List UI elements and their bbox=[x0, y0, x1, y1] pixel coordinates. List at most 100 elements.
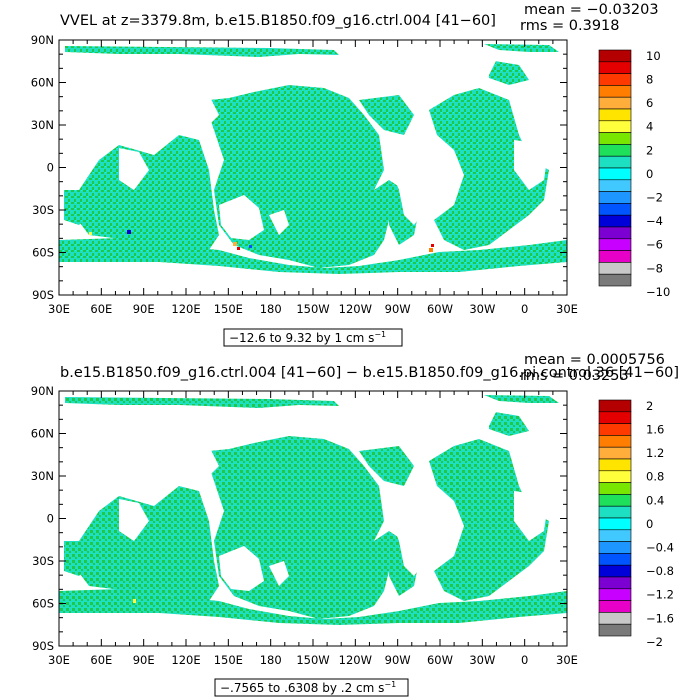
colorbar-label: −0.8 bbox=[646, 564, 674, 578]
lat-label: 90S bbox=[32, 639, 54, 653]
colorbar-swatch bbox=[598, 458, 632, 472]
lat-label: 0 bbox=[47, 161, 54, 175]
colorbar-label: 10 bbox=[646, 49, 661, 63]
colorbar-swatch bbox=[598, 132, 632, 145]
colorbar-swatch bbox=[598, 273, 632, 287]
lon-label: 30E bbox=[556, 302, 578, 316]
colorbar-swatch bbox=[598, 238, 632, 251]
panel-1-range-label: −12.6 to 9.32 by 1 cm s−1 bbox=[229, 330, 386, 345]
colorbar-label: 6 bbox=[646, 96, 653, 110]
colorbar-swatch bbox=[598, 564, 632, 578]
colorbar-swatch bbox=[598, 85, 632, 98]
colorbar-swatch bbox=[598, 588, 632, 601]
lon-label: 150W bbox=[296, 653, 329, 667]
colorbar-swatch bbox=[598, 600, 632, 613]
colorbar-swatch bbox=[598, 214, 632, 228]
colorbar-label: 2 bbox=[646, 399, 653, 413]
lat-label: 30N bbox=[31, 469, 54, 483]
colorbar-swatch bbox=[598, 144, 632, 157]
panel-2-range-box bbox=[214, 678, 409, 697]
colorbar-swatch bbox=[598, 470, 632, 483]
lon-label: 30W bbox=[469, 653, 495, 667]
colorbar-swatch bbox=[598, 446, 632, 460]
colorbar-swatch bbox=[598, 203, 632, 216]
colorbar-swatch bbox=[598, 623, 632, 637]
lon-label: 30E bbox=[48, 653, 70, 667]
panel-1-colorbar: 10 8 6 4 2 0 −2 −4 −6 −8 −10 bbox=[598, 49, 670, 299]
colorbar-swatch bbox=[598, 61, 632, 74]
colorbar-label: 1.2 bbox=[646, 446, 664, 460]
colorbar-swatch bbox=[598, 517, 632, 531]
colorbar-label: −2 bbox=[646, 191, 663, 205]
lat-label: 30S bbox=[32, 203, 54, 217]
colorbar-label: 0 bbox=[646, 167, 653, 181]
colorbar-swatch bbox=[598, 482, 632, 495]
lon-label: 180 bbox=[260, 302, 282, 316]
lat-label: 60N bbox=[31, 76, 54, 90]
colorbar-swatch bbox=[598, 191, 632, 204]
colorbar-label: 4 bbox=[646, 120, 653, 134]
lon-label: 120W bbox=[339, 302, 372, 316]
colorbar-swatch bbox=[598, 108, 632, 122]
lon-label: 0 bbox=[521, 302, 528, 316]
colorbar-swatch bbox=[598, 250, 632, 263]
colorbar-swatch bbox=[598, 576, 632, 590]
lon-label: 30E bbox=[556, 653, 578, 667]
colorbar-label: 0.4 bbox=[646, 493, 664, 507]
colorbar-swatch bbox=[598, 179, 632, 192]
panel-2-mean: mean = 0.0005756 bbox=[524, 352, 665, 368]
colorbar-swatch bbox=[598, 423, 632, 436]
panel-2-title: b.e15.B1850.f09_g16.ctrl.004 [41−60] − b… bbox=[60, 365, 679, 381]
lon-label: 150E bbox=[214, 302, 243, 316]
lat-label: 60N bbox=[31, 427, 54, 441]
lon-label: 60W bbox=[427, 302, 453, 316]
panel-2-range-label: −.7565 to .6308 by .2 cm s−1 bbox=[220, 680, 396, 695]
lon-label: 120W bbox=[339, 653, 372, 667]
lat-label: 90N bbox=[31, 384, 54, 398]
panel-1-rms: rms = 0.3918 bbox=[520, 18, 620, 34]
lon-label: 0 bbox=[521, 653, 528, 667]
panel-2-rms: rms = 0.03253 bbox=[520, 368, 629, 384]
lon-label: 120E bbox=[171, 653, 200, 667]
colorbar-swatch bbox=[598, 96, 632, 110]
colorbar-label: 0 bbox=[646, 517, 653, 531]
lat-label: 60S bbox=[32, 597, 54, 611]
colorbar-swatch bbox=[598, 541, 632, 554]
panel-2: b.e15.B1850.f09_g16.ctrl.004 [41−60] − b… bbox=[31, 352, 679, 697]
colorbar-label: −0.4 bbox=[646, 541, 674, 555]
lon-label: 30W bbox=[469, 302, 495, 316]
lon-label: 90W bbox=[385, 653, 411, 667]
colorbar-label: 2 bbox=[646, 143, 653, 157]
lat-label: 90S bbox=[32, 288, 54, 302]
panel-1-mean: mean = −0.03203 bbox=[524, 2, 659, 18]
lon-label: 90E bbox=[133, 653, 155, 667]
lat-label: 30S bbox=[32, 554, 54, 568]
colorbar-swatch bbox=[598, 529, 632, 542]
colorbar-swatch bbox=[598, 494, 632, 507]
colorbar-label: −2 bbox=[646, 635, 663, 649]
lat-label: 90N bbox=[31, 33, 54, 47]
panel-1-title: VVEL at z=3379.8m, b.e15.B1850.f09_g16.c… bbox=[60, 13, 496, 29]
colorbar-swatch bbox=[598, 120, 632, 133]
colorbar-swatch bbox=[598, 226, 632, 240]
panel-1-range-box bbox=[223, 328, 403, 347]
colorbar-swatch bbox=[598, 167, 632, 181]
lon-label: 120E bbox=[171, 302, 200, 316]
lon-label: 60E bbox=[90, 302, 112, 316]
colorbar-swatch bbox=[598, 505, 632, 519]
panel-2-colorbar: 2 1.6 1.2 0.8 0.4 0 −0.4 −0.8 −1.2 −1.6 −2 bbox=[598, 399, 674, 649]
colorbar-label: −6 bbox=[646, 238, 663, 252]
lon-label: 150E bbox=[214, 653, 243, 667]
lon-label: 150W bbox=[296, 302, 329, 316]
colorbar-swatch bbox=[598, 155, 632, 169]
lon-label: 60E bbox=[90, 653, 112, 667]
colorbar-label: 0.8 bbox=[646, 470, 664, 484]
lon-label: 180 bbox=[260, 653, 282, 667]
panel-2-map bbox=[59, 391, 567, 646]
colorbar-swatch bbox=[598, 73, 632, 86]
colorbar-label: −8 bbox=[646, 261, 663, 275]
lon-label: 90E bbox=[133, 302, 155, 316]
